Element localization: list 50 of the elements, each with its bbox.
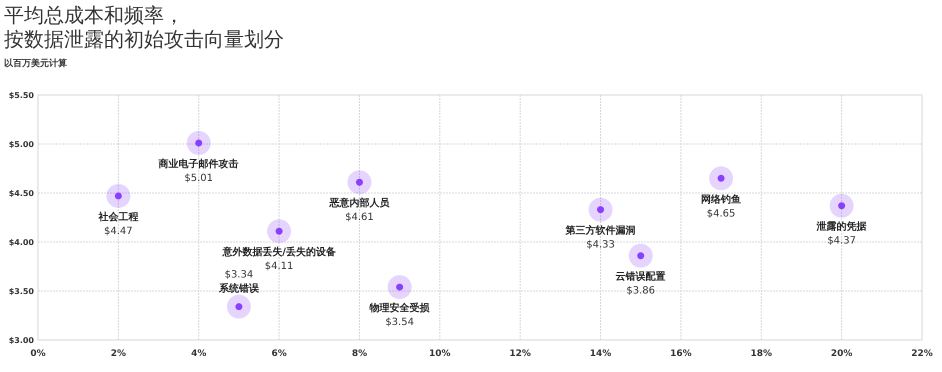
x-tick-label: 18% — [750, 349, 772, 359]
point — [267, 219, 292, 244]
series-label: 物理安全受损 — [368, 302, 431, 314]
y-tick-label: $4.00 — [8, 238, 34, 247]
x-tick-label: 22% — [911, 349, 933, 359]
data-label: $4.33 — [586, 240, 615, 251]
x-tick-label: 8% — [352, 349, 368, 359]
y-tick-label: $4.50 — [8, 189, 34, 198]
series-label: 恶意内部人员 — [328, 197, 390, 210]
y-tick-label: $5.00 — [8, 140, 34, 149]
x-tick-label: 20% — [830, 349, 852, 359]
data-label: $3.86 — [626, 286, 656, 297]
y-tick-label: $3.00 — [8, 336, 34, 345]
x-tick-label: 10% — [429, 349, 451, 359]
point — [588, 198, 613, 222]
chart-subtitle: 以百万美元计算 — [4, 58, 67, 69]
x-tick-label: 6% — [271, 349, 287, 359]
x-tick-label: 14% — [590, 349, 612, 359]
chart-title: 平均总成本和频率，按数据泄露的初始攻击向量划分 — [4, 3, 284, 51]
data-label: $4.65 — [706, 208, 736, 220]
point — [830, 194, 854, 218]
data-label: $4.47 — [104, 226, 133, 237]
point — [347, 170, 372, 194]
x-tick-label: 4% — [191, 349, 206, 359]
data-label: $3.34 — [224, 270, 254, 281]
series-label: 网络钓鱼 — [701, 193, 742, 206]
series-label: 社会工程 — [97, 210, 138, 223]
data-label: $4.37 — [827, 236, 856, 247]
y-tick-label: $3.50 — [8, 287, 34, 296]
series-label: 商业电子邮件攻击 — [158, 158, 239, 170]
x-tick-label: 16% — [670, 349, 692, 359]
point — [388, 275, 412, 300]
x-tick-label: 0% — [30, 349, 46, 359]
data-label: $4.61 — [345, 212, 374, 224]
data-label: $5.01 — [184, 173, 214, 184]
series-label: 第三方软件漏洞 — [564, 224, 636, 237]
point — [628, 244, 653, 268]
point — [106, 184, 130, 208]
point — [709, 166, 734, 190]
data-label: $3.54 — [385, 317, 414, 328]
point — [226, 294, 251, 319]
series-label: 泄露的凭据 — [816, 220, 867, 233]
x-tick-label: 2% — [110, 349, 126, 359]
y-tick-label: $5.50 — [8, 91, 34, 100]
series-label: 意外数据丢失/丢失的设备 — [221, 246, 337, 258]
point — [186, 131, 211, 156]
x-tick-label: 12% — [509, 349, 531, 359]
series-label: 云错误配置 — [616, 270, 666, 283]
series-label: 系统错误 — [218, 282, 260, 295]
data-label: $4.11 — [264, 261, 294, 272]
